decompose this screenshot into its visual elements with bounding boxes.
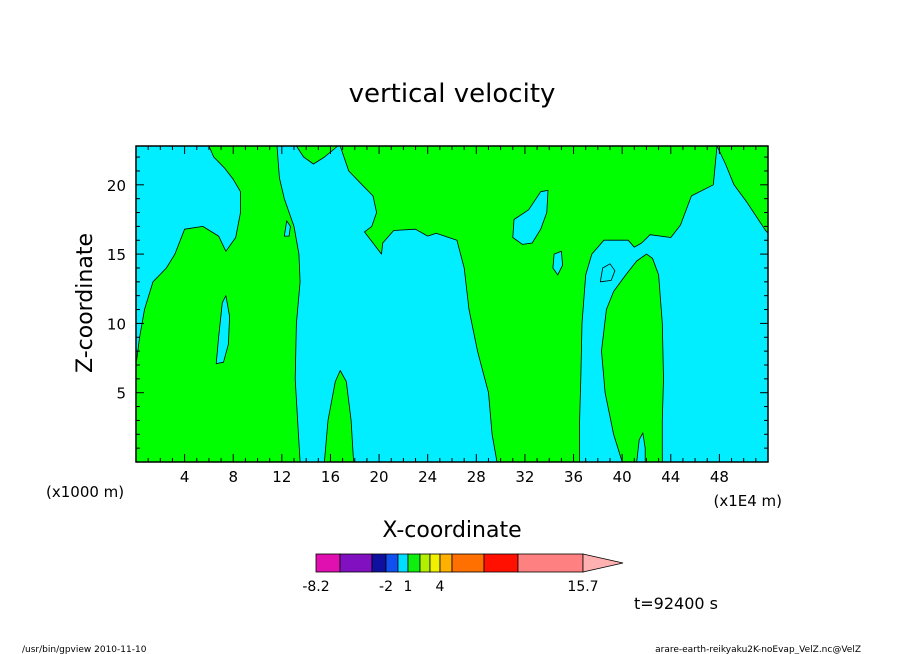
colorbar-segment bbox=[483, 553, 519, 573]
colorbar-tick-label: 15.7 bbox=[567, 579, 598, 595]
footer-left: /usr/bin/gpview 2010-11-10 bbox=[22, 645, 147, 654]
updraft-wide-updraft bbox=[339, 145, 718, 463]
colorbar-tick-label: -2 bbox=[379, 579, 393, 595]
footer-right: arare-earth-reikyaku2K-noEvap_VelZ.nc@Ve… bbox=[655, 645, 861, 654]
downdraft-pockets bbox=[215, 189, 646, 463]
downdraft-pocket-4 bbox=[552, 250, 563, 276]
chart-title: vertical velocity bbox=[349, 79, 556, 109]
colorbar-arrow bbox=[582, 553, 624, 573]
x-tick-label: 36 bbox=[564, 468, 583, 486]
colorbar-segment bbox=[339, 553, 373, 573]
time-label: t=92400 s bbox=[634, 594, 718, 613]
y-tick-label: 15 bbox=[107, 246, 126, 264]
colorbar-segment bbox=[517, 553, 584, 573]
x-axis-ticks: 4 8 12 16 20 24 28 32 36 40 44 48 bbox=[147, 146, 757, 486]
downdraft-pocket-3 bbox=[512, 189, 549, 245]
colorbar-tick-label: 1 bbox=[404, 579, 413, 595]
x-tick-label: 40 bbox=[613, 468, 632, 486]
colorbar-segment bbox=[451, 553, 485, 573]
y-axis-label: Z-coordinate bbox=[73, 233, 98, 373]
colorbar-segment bbox=[419, 553, 431, 573]
y-tick-label: 5 bbox=[116, 385, 126, 403]
x-tick-label: 24 bbox=[418, 468, 437, 486]
colorbar-segment bbox=[407, 553, 421, 573]
plot-area bbox=[135, 145, 769, 463]
colorbar-segment bbox=[429, 553, 441, 573]
colorbar-segment bbox=[439, 553, 453, 573]
y-tick-label: 20 bbox=[107, 177, 126, 195]
x-tick-label: 28 bbox=[467, 468, 486, 486]
x-tick-label: 8 bbox=[228, 468, 238, 486]
y-axis-ticks: 5 10 15 20 bbox=[107, 156, 768, 449]
updraft-left-updraft bbox=[135, 145, 301, 463]
colorbar-segment bbox=[397, 553, 409, 573]
x-tick-label: 20 bbox=[370, 468, 389, 486]
y-tick-label: 10 bbox=[107, 315, 126, 333]
downdraft-pocket-2 bbox=[283, 220, 291, 237]
x-unit-left: (x1000 m) bbox=[46, 483, 124, 501]
updraft-regions bbox=[135, 145, 769, 463]
downdraft-pocket-5 bbox=[599, 263, 616, 283]
x-tick-label: 48 bbox=[710, 468, 729, 486]
colorbar-tick-label: 4 bbox=[436, 579, 445, 595]
colorbar-segment bbox=[371, 553, 387, 573]
x-tick-label: 44 bbox=[661, 468, 680, 486]
x-axis-label: X-coordinate bbox=[382, 518, 521, 543]
x-tick-label: 4 bbox=[180, 468, 190, 486]
updraft-right-updraft bbox=[601, 253, 664, 463]
x-tick-label: 12 bbox=[272, 468, 291, 486]
updraft-narrow-updraft bbox=[323, 370, 355, 463]
downdraft-pocket-1 bbox=[215, 295, 231, 365]
colorbar-segment bbox=[315, 553, 341, 573]
x-tick-label: 32 bbox=[515, 468, 534, 486]
colorbar-labels: -8.2 -2 1 4 15.7 bbox=[302, 579, 598, 595]
x-unit-right: (x1E4 m) bbox=[713, 492, 782, 510]
colorbar-segment bbox=[385, 553, 399, 573]
colorbar-tick-label: -8.2 bbox=[302, 579, 329, 595]
colorbar bbox=[315, 553, 624, 573]
x-tick-label: 16 bbox=[321, 468, 340, 486]
